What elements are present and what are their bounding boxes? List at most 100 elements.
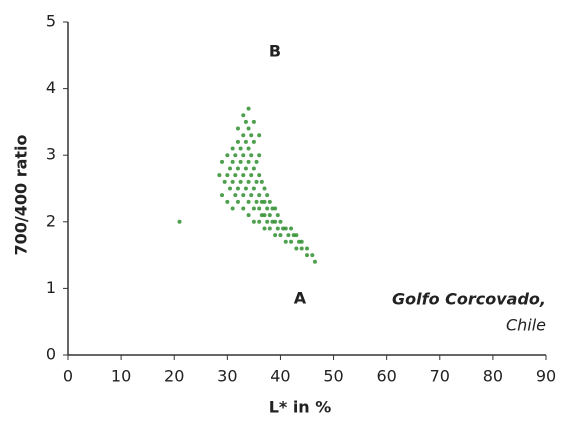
point: [273, 206, 278, 211]
point: [225, 153, 230, 158]
point: [294, 233, 299, 238]
point: [265, 206, 270, 211]
y-tick-label: 5: [46, 12, 56, 31]
point: [251, 139, 256, 144]
point: [249, 133, 254, 138]
y-axis-label: 700/400 ratio: [12, 134, 31, 255]
point: [241, 133, 246, 138]
point: [220, 193, 225, 198]
point: [230, 206, 235, 211]
point: [257, 153, 262, 158]
point: [238, 179, 243, 184]
point: [235, 186, 240, 191]
point: [246, 179, 251, 184]
point: [246, 199, 251, 204]
point: [233, 153, 238, 158]
annotation: Golfo Corcovado,: [392, 290, 546, 309]
point: [243, 119, 248, 124]
point: [238, 159, 243, 164]
point: [241, 193, 246, 198]
point: [265, 193, 270, 198]
point: [227, 166, 232, 171]
point: [235, 139, 240, 144]
point: [275, 213, 280, 218]
point: [299, 239, 304, 244]
y-tick-label: 0: [46, 345, 56, 364]
point: [243, 186, 248, 191]
point: [230, 146, 235, 151]
point: [241, 173, 246, 178]
point: [299, 246, 304, 251]
point: [283, 239, 288, 244]
point: [217, 173, 222, 178]
point: [257, 219, 262, 224]
point: [222, 179, 227, 184]
point: [246, 213, 251, 218]
point: [275, 226, 280, 231]
point: [262, 186, 267, 191]
annotation: Chile: [506, 316, 546, 335]
x-tick-label: 30: [217, 367, 237, 386]
x-tick-label: 60: [376, 367, 396, 386]
point: [230, 179, 235, 184]
y-tick-label: 2: [46, 211, 56, 230]
point: [278, 219, 283, 224]
point: [249, 153, 254, 158]
point: [241, 153, 246, 158]
point: [262, 199, 267, 204]
point: [243, 166, 248, 171]
x-tick-label: 50: [323, 367, 343, 386]
point: [278, 233, 283, 238]
point: [262, 226, 267, 231]
point: [246, 126, 251, 131]
point: [246, 146, 251, 151]
point: [305, 246, 309, 251]
y-tick-label: 3: [46, 145, 56, 164]
point: [225, 199, 230, 204]
point: [241, 113, 246, 118]
x-tick-label: 90: [536, 367, 556, 386]
point: [267, 226, 272, 231]
point: [262, 213, 267, 218]
point: [267, 213, 272, 218]
point: [310, 253, 315, 258]
point: [220, 159, 225, 164]
point: [289, 226, 294, 231]
x-tick-label: 70: [430, 367, 450, 386]
point: [251, 119, 256, 124]
point: [273, 219, 278, 224]
x-tick-label: 80: [483, 367, 503, 386]
point: [238, 146, 243, 151]
y-tick-label: 4: [46, 78, 56, 97]
x-tick-label: 0: [63, 367, 73, 386]
point: [257, 193, 262, 198]
point: [283, 226, 288, 231]
x-tick-label: 20: [164, 367, 184, 386]
point: [257, 206, 262, 211]
point: [294, 246, 299, 251]
point: [257, 173, 262, 178]
annotation: A: [294, 289, 307, 308]
point: [305, 253, 309, 258]
point: [246, 106, 251, 111]
annotation: B: [269, 42, 281, 61]
y-tick-label: 1: [46, 278, 56, 297]
point: [243, 139, 248, 144]
point: [251, 219, 256, 224]
point: [254, 159, 259, 164]
point: [265, 219, 270, 224]
point: [177, 219, 182, 224]
point: [254, 179, 259, 184]
point: [286, 233, 291, 238]
point: [312, 259, 317, 264]
point: [235, 199, 240, 204]
x-tick-label: 10: [111, 367, 131, 386]
x-axis-label: L* in %: [269, 398, 332, 417]
point: [251, 206, 256, 211]
point: [246, 159, 251, 164]
point: [249, 173, 254, 178]
point: [254, 199, 259, 204]
point: [249, 193, 254, 198]
point: [233, 173, 238, 178]
